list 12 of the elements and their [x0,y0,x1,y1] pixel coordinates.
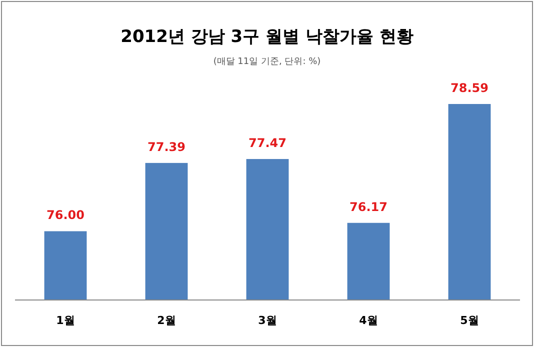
data-label: 76.17 [350,200,388,214]
x-tick-label: 5월 [460,314,479,327]
x-tick-label: 1월 [56,314,75,327]
x-tick-label: 2월 [157,314,176,327]
x-tick-label: 4월 [359,314,378,327]
chart-title: 2012년 강남 3구 월별 낙찰가율 현황 [120,27,414,47]
data-label: 77.39 [148,140,186,154]
chart-subtitle: (매달 11일 기준, 단위: %) [213,57,321,67]
data-label: 77.47 [248,136,286,150]
data-label: 76.00 [46,208,84,222]
data-label: 78.59 [450,81,488,95]
x-tick-label: 3월 [258,314,277,327]
